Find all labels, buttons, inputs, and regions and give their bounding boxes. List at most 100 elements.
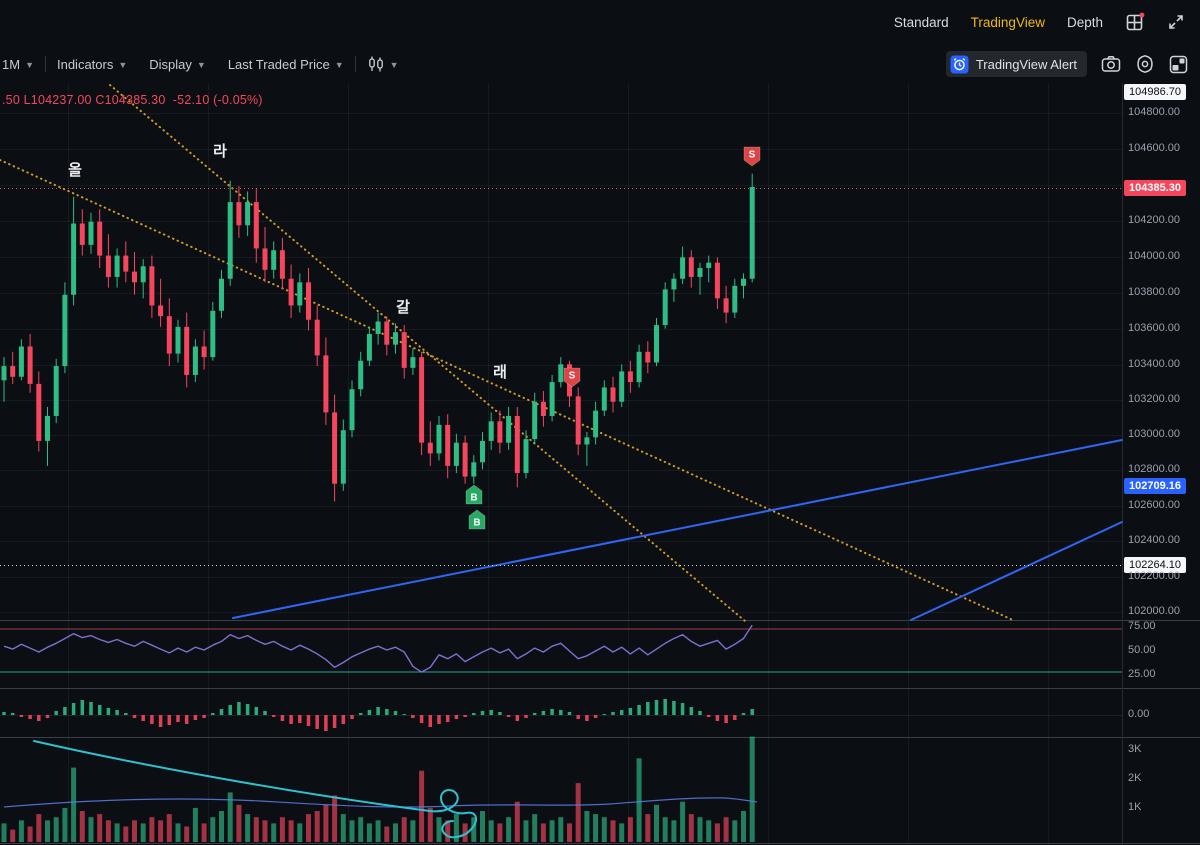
volume-bar	[662, 817, 668, 842]
histogram-bar	[524, 715, 528, 718]
histogram-bar	[532, 713, 537, 715]
interval-dropdown[interactable]: 1M ▼	[2, 57, 34, 72]
histogram-bar	[271, 715, 276, 717]
tab-tradingview[interactable]: TradingView	[970, 14, 1045, 30]
sell-marker[interactable]	[743, 146, 761, 167]
axis-tick-label: 0.00	[1128, 708, 1150, 720]
volume-bar	[227, 792, 233, 842]
histogram-bar	[463, 715, 467, 717]
drawn-text-annotation[interactable]: 갈	[396, 299, 410, 316]
histogram-bar	[550, 709, 554, 715]
axis-tick-label: 102000.00	[1128, 605, 1180, 617]
histogram-bar	[480, 711, 485, 715]
layout-icon[interactable]	[1169, 55, 1188, 74]
camera-icon[interactable]	[1101, 55, 1121, 73]
histogram-bar	[619, 710, 624, 715]
toolbar-left: 1M ▼ Indicators ▼ Display ▼ Last Traded …	[0, 56, 410, 72]
drawn-text-annotation[interactable]: 라	[213, 143, 227, 160]
candle-body	[453, 442, 459, 466]
histogram-bar	[611, 712, 615, 715]
histogram-bar	[724, 715, 728, 723]
histogram-bar	[2, 712, 6, 715]
gear-icon[interactable]	[1135, 54, 1155, 74]
candle-body	[480, 440, 485, 463]
volume-bar	[340, 814, 346, 842]
candle-body	[445, 424, 451, 466]
volume-bar	[749, 736, 755, 842]
histogram-bar	[376, 707, 380, 715]
histogram-bar	[515, 715, 520, 721]
volume-group	[1, 736, 755, 842]
histogram-bar	[698, 711, 702, 715]
trendline-descending-dotted-2[interactable]	[109, 84, 746, 622]
histogram-bar	[680, 703, 685, 715]
candle-body	[714, 262, 720, 299]
indicators-menu[interactable]: Indicators ▼	[57, 57, 127, 72]
volume-bar	[384, 826, 390, 842]
candle-body	[375, 321, 381, 334]
candle-style-dropdown[interactable]: ▼	[367, 56, 399, 72]
drawn-text-annotation[interactable]: 래	[493, 364, 507, 381]
candle-body	[1, 366, 7, 381]
volume-bar	[149, 817, 155, 842]
volume-bar	[332, 795, 338, 842]
expand-icon[interactable]	[1167, 13, 1185, 31]
histogram-bar	[219, 709, 224, 715]
buy-marker[interactable]	[468, 509, 486, 530]
tab-standard[interactable]: Standard	[893, 14, 949, 30]
histogram-bar	[263, 711, 267, 715]
chevron-down-icon: ▼	[196, 60, 206, 70]
histogram-bar	[628, 708, 633, 715]
histogram-bar	[445, 715, 450, 722]
histogram-bar	[193, 715, 198, 720]
candle-body	[314, 319, 320, 356]
tab-depth[interactable]: Depth	[1066, 14, 1103, 30]
volume-bar	[401, 817, 407, 842]
volume-bar	[375, 820, 381, 842]
candle-body	[36, 383, 42, 441]
tradingview-alert-button[interactable]: TradingView Alert	[945, 51, 1087, 77]
candle-body	[732, 285, 738, 313]
candle-body	[149, 266, 155, 306]
volume-bar	[514, 801, 520, 842]
candle-body	[436, 424, 442, 454]
histogram-bar	[672, 701, 676, 715]
price-label-red: 104385.30	[1124, 180, 1186, 196]
candle-body	[514, 415, 520, 473]
drawn-text-annotation[interactable]: 올	[68, 162, 82, 179]
histogram-bar	[54, 711, 58, 715]
candle-body	[654, 325, 659, 363]
candle-body	[671, 278, 677, 290]
histogram-bar	[324, 715, 328, 731]
buy-marker[interactable]	[465, 484, 483, 505]
candle-body	[53, 366, 59, 416]
grid-icon[interactable]	[1125, 12, 1145, 32]
volume-ma-line	[3, 797, 758, 808]
volume-bar	[741, 811, 746, 842]
axis-tick-label: 50.00	[1128, 644, 1156, 656]
sell-marker[interactable]	[563, 367, 581, 388]
trendline-ascending-blue-1[interactable]	[232, 439, 1123, 619]
price-axis[interactable]: 104986.70 104800.00 104600.00 104385.30 1042…	[1123, 83, 1200, 845]
volume-bar	[210, 817, 216, 842]
histogram-bar	[289, 715, 293, 724]
trendline-descending-dotted-1[interactable]	[0, 159, 1016, 622]
candle-body	[271, 250, 277, 270]
last-traded-price-menu[interactable]: Last Traded Price ▼	[228, 57, 344, 72]
display-menu[interactable]: Display ▼	[149, 57, 206, 72]
volume-bar	[654, 804, 659, 842]
volume-bar	[627, 817, 633, 842]
volume-bar	[349, 820, 355, 842]
histogram-bar	[280, 715, 285, 721]
drawn-cyan-curve[interactable]	[33, 740, 478, 839]
candle-style-icon	[368, 56, 383, 72]
marker-label: S	[749, 150, 756, 161]
candle-body	[105, 255, 111, 277]
histogram-bar	[419, 715, 424, 723]
volume-bar	[288, 820, 294, 842]
histogram-bar	[124, 713, 128, 715]
histogram-bar	[350, 715, 354, 719]
trendline-ascending-blue-2[interactable]	[910, 521, 1123, 621]
